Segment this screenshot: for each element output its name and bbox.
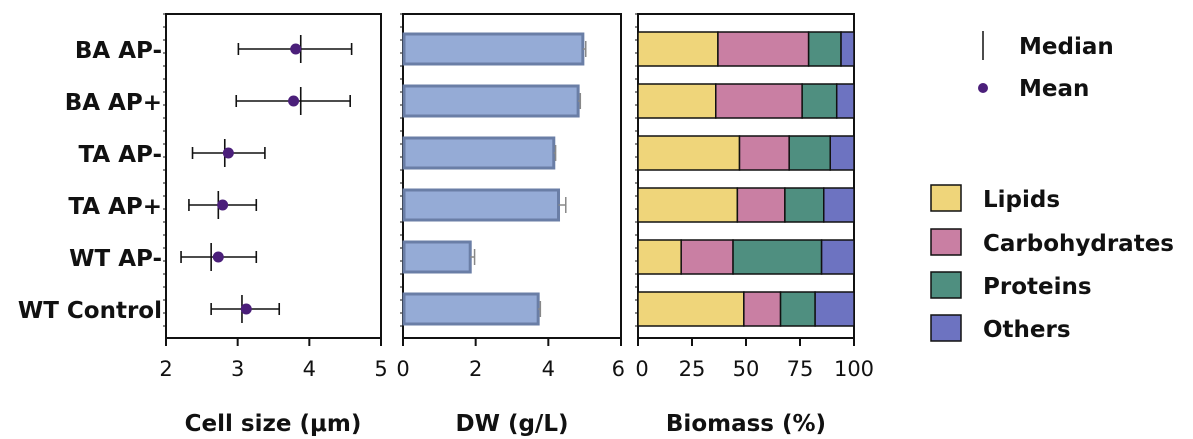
segment-proteins-ta-ap-minus: [788, 135, 831, 171]
segment-lipids-ba-ap-minus: [637, 31, 719, 67]
segment-lipids-ba-ap-plus: [637, 83, 717, 119]
segment-carbohydrates-ba-ap-plus: [715, 83, 803, 119]
dw-tick-label-0: 0: [396, 357, 409, 381]
dw-tick-label-1: 2: [469, 357, 482, 381]
biomass-tick-label-1: 25: [679, 357, 706, 381]
segment-lipids-ta-ap-plus: [637, 187, 739, 223]
panel-cell-size-marks: 2 3 4 5: [159, 13, 388, 381]
mean-point-ta-ap-minus: [222, 147, 234, 159]
bar-ba-ap-minus: [402, 32, 585, 66]
cell-size-tick-label-3: 5: [374, 357, 387, 381]
segment-carbohydrates-wt-ap-minus: [680, 239, 734, 275]
legend-swatch-carbohydrates: [930, 228, 962, 256]
category-labels: BA AP- BA AP+ TA AP- TA AP+ WT AP- WT Co…: [18, 38, 162, 324]
biomass-tick-label-4: 100: [834, 357, 874, 381]
segment-others-ta-ap-minus: [829, 135, 855, 171]
bar-ta-ap-minus: [402, 136, 556, 170]
legend-swatch-lipids: [930, 184, 962, 212]
segment-others-ta-ap-plus: [823, 187, 855, 223]
mean-legend-marker: [978, 83, 988, 93]
category-label-wt-ap-minus: WT AP-: [69, 246, 162, 272]
biomass-tick-label-0: 0: [635, 357, 648, 381]
mean-point-wt-control: [240, 303, 252, 315]
category-label-ba-ap-minus: BA AP-: [75, 38, 162, 64]
category-label-ta-ap-plus: TA AP+: [68, 194, 162, 220]
segment-lipids-ta-ap-minus: [637, 135, 741, 171]
biomass-tick-label-3: 75: [787, 357, 814, 381]
segment-proteins-wt-control: [779, 291, 816, 327]
segment-others-wt-control: [814, 291, 855, 327]
cell-size-tick-label-1: 3: [231, 357, 244, 381]
segment-carbohydrates-ba-ap-minus: [717, 31, 810, 67]
mean-point-ba-ap-plus: [288, 95, 300, 107]
mean-point-wt-ap-minus: [212, 251, 224, 263]
category-label-wt-control: WT Control: [18, 298, 162, 324]
bar-ba-ap-plus: [402, 84, 580, 118]
legend-label-carbohydrates: Carbohydrates: [983, 231, 1174, 257]
cell-size-tick-label-2: 4: [303, 357, 316, 381]
segment-carbohydrates-ta-ap-minus: [738, 135, 790, 171]
legend-biomass-components: Lipids Carbohydrates Proteins Others: [930, 184, 1174, 343]
panel-dw-frame: [402, 13, 622, 339]
panel-cell-size-frame: [165, 13, 382, 339]
segment-others-wt-ap-minus: [820, 239, 855, 275]
dw-tick-label-3: 6: [612, 357, 625, 381]
legend-swatch-proteins: [930, 271, 962, 299]
axis-title-biomass: Biomass (%): [666, 411, 826, 437]
category-label-ba-ap-plus: BA AP+: [65, 90, 162, 116]
panel-dw-marks: 0 2 4 6: [396, 13, 625, 381]
mean-point-ba-ap-minus: [290, 43, 302, 55]
bar-wt-control: [402, 292, 540, 326]
dw-tick-label-2: 4: [542, 357, 555, 381]
segment-lipids-wt-ap-minus: [637, 239, 682, 275]
segment-proteins-ta-ap-plus: [784, 187, 825, 223]
segment-carbohydrates-ta-ap-plus: [736, 187, 786, 223]
legend-median-mean: Median Mean: [978, 31, 1114, 102]
mean-point-ta-ap-plus: [217, 199, 229, 211]
axis-title-cell-size: Cell size (μm): [185, 411, 362, 437]
legend-swatch-others: [930, 314, 962, 342]
segment-proteins-wt-ap-minus: [732, 239, 823, 275]
segment-others-ba-ap-minus: [840, 31, 855, 67]
segment-others-ba-ap-plus: [835, 83, 855, 119]
legend-label-lipids: Lipids: [983, 187, 1060, 213]
segment-lipids-wt-control: [637, 291, 745, 327]
legend-label-others: Others: [983, 317, 1071, 343]
segment-proteins-ba-ap-plus: [801, 83, 838, 119]
axis-title-dw: DW (g/L): [455, 411, 568, 437]
bar-wt-ap-minus: [402, 240, 472, 274]
legend-label-proteins: Proteins: [983, 274, 1092, 300]
bar-ta-ap-plus: [402, 188, 561, 222]
cell-size-tick-label-0: 2: [159, 357, 172, 381]
panel-biomass-marks: 0 25 50 75 100: [635, 13, 874, 381]
biomass-tick-label-2: 50: [733, 357, 760, 381]
category-label-ta-ap-minus: TA AP-: [78, 142, 162, 168]
segment-carbohydrates-wt-control: [743, 291, 782, 327]
legend-label-median: Median: [1019, 34, 1114, 60]
segment-proteins-ba-ap-minus: [807, 31, 842, 67]
legend-label-mean: Mean: [1019, 76, 1089, 102]
